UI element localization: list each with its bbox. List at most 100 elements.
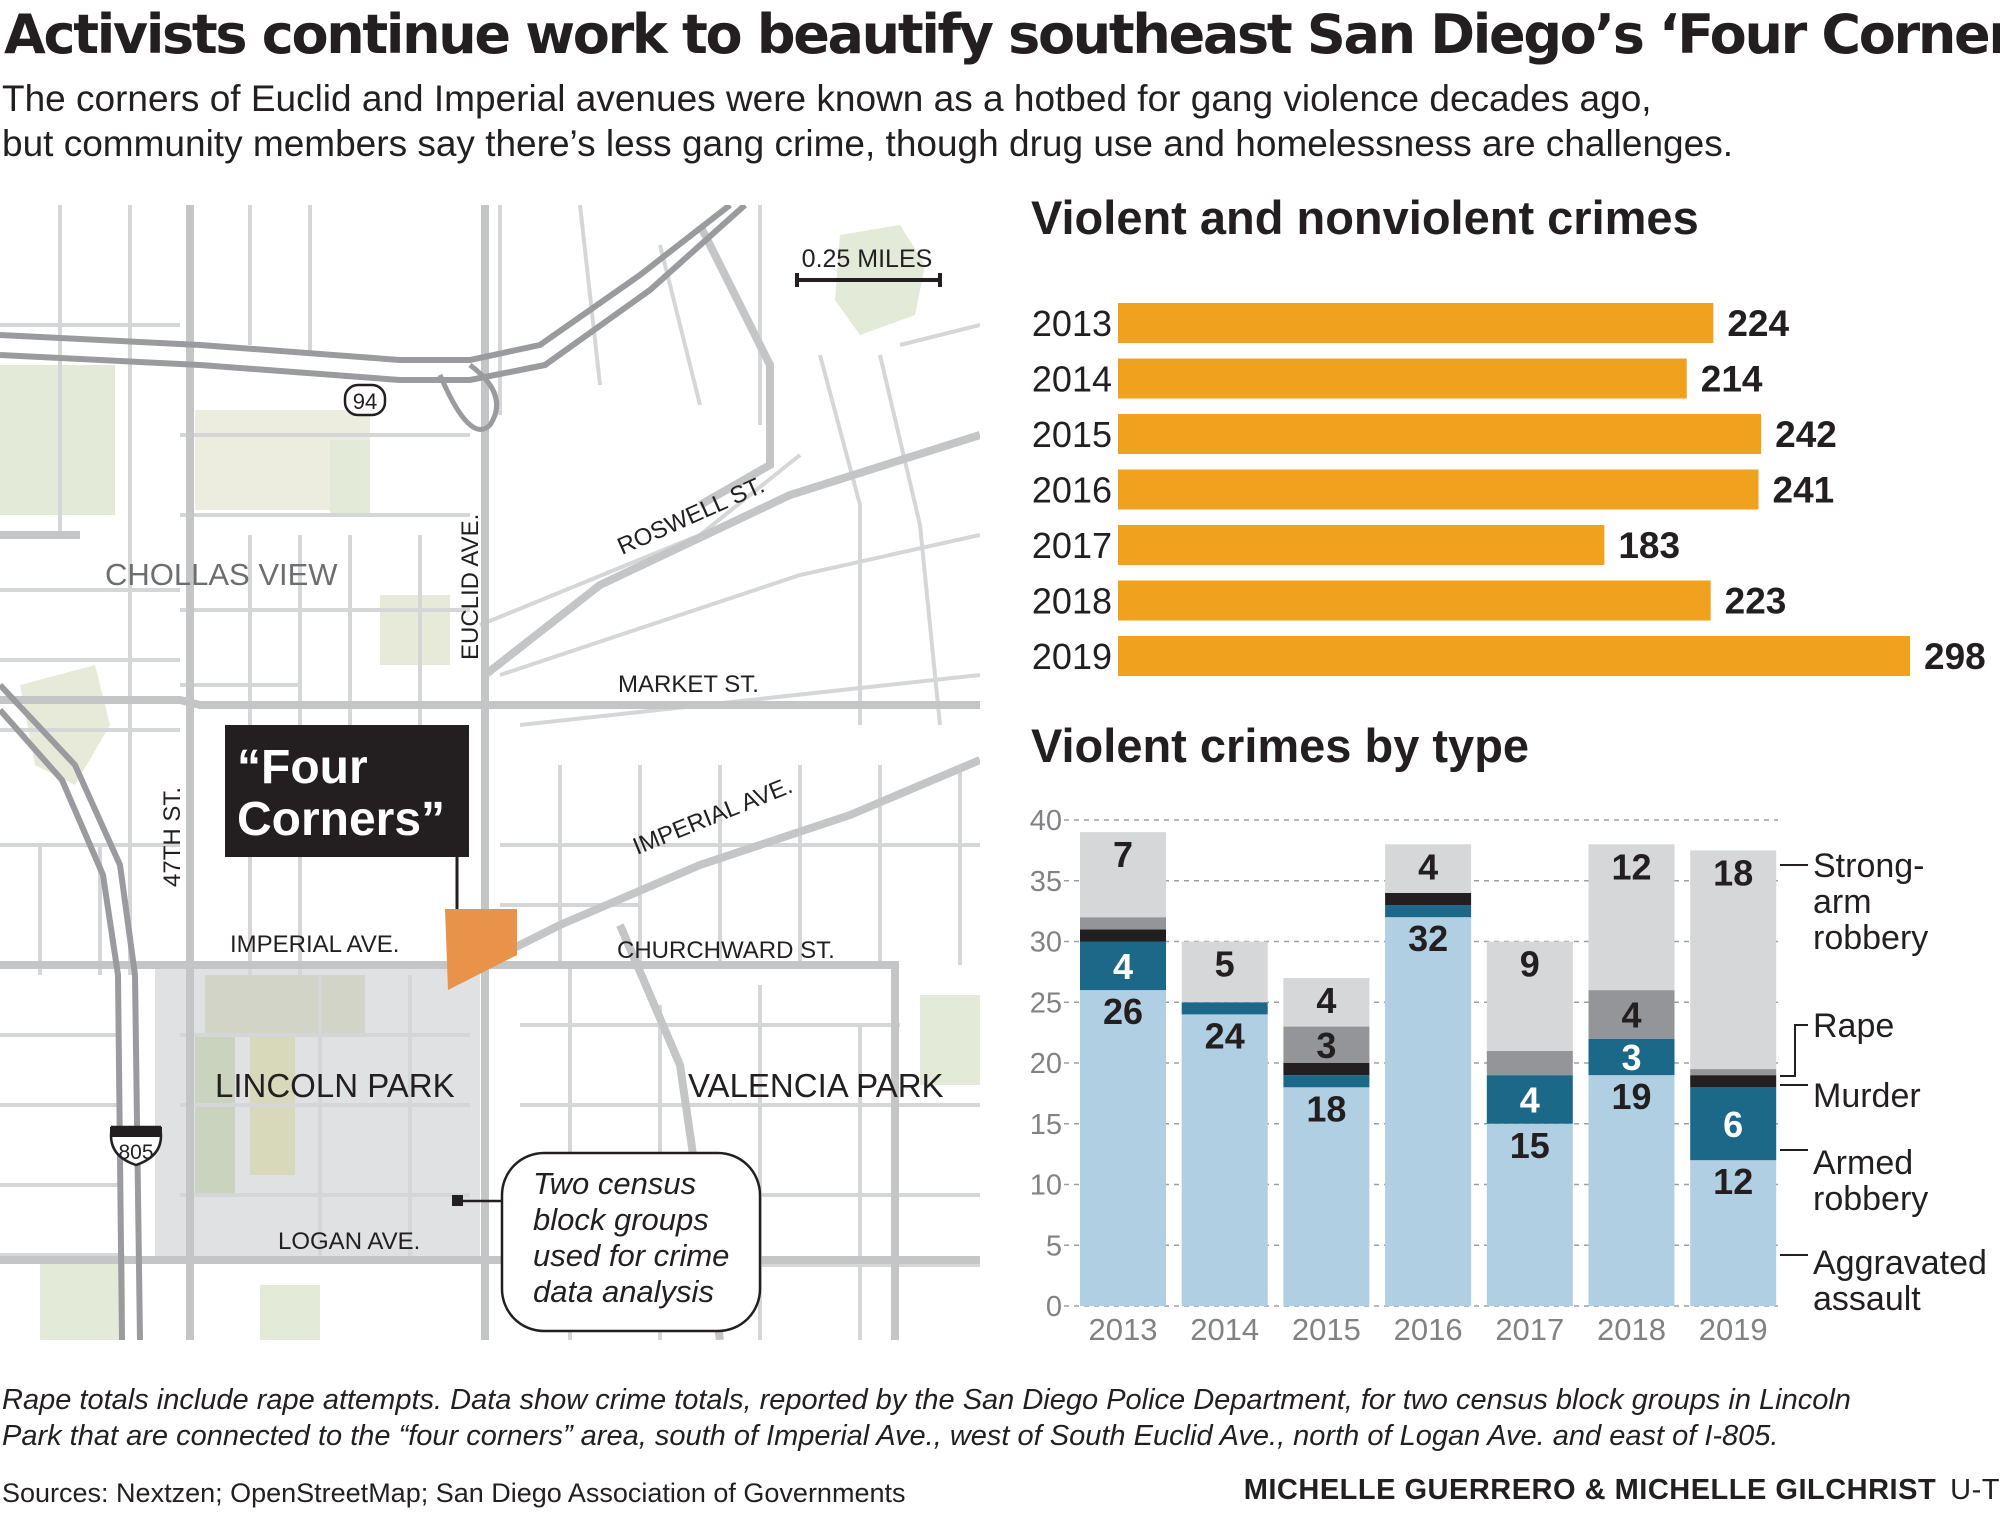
x-tick-label: 2019 xyxy=(1699,1312,1768,1347)
stack-segment xyxy=(1690,1087,1777,1161)
segment-value-label: 4 xyxy=(1621,994,1641,1035)
credit-names: MICHELLE GUERRERO & MICHELLE GILCHRIST xyxy=(1243,1474,1937,1506)
crime-bar xyxy=(1118,414,1762,454)
shield-94: 94 xyxy=(343,383,387,417)
stack-segment xyxy=(1690,1075,1777,1088)
legend-label: Aggravated xyxy=(1813,1244,1987,1282)
callout-line-2: block groups xyxy=(533,1202,709,1237)
minor-roads xyxy=(0,205,980,1340)
four-corners-box xyxy=(225,725,469,857)
y-tick-label: 35 xyxy=(1030,866,1062,898)
bar-year-label: 2013 xyxy=(1032,303,1112,344)
legend-label: Strong- xyxy=(1813,847,1925,885)
legend-label: robbery xyxy=(1813,919,1928,957)
neighborhood-chollas-view: CHOLLAS VIEW xyxy=(105,557,338,592)
stack-segment xyxy=(1385,844,1472,893)
credit-org: U-T xyxy=(1950,1474,2000,1506)
stack-segment xyxy=(1283,1063,1370,1076)
crime-bar xyxy=(1118,525,1605,565)
segment-value-label: 7 xyxy=(1113,834,1133,875)
segment-value-label: 26 xyxy=(1103,991,1143,1032)
credit: MICHELLE GUERRERO & MICHELLE GILCHRIST U-… xyxy=(1244,1474,2000,1507)
crime-bar xyxy=(1118,358,1687,399)
crime-bar xyxy=(1118,580,1711,621)
crime-bar xyxy=(1118,469,1759,510)
sources: Sources: Nextzen; OpenStreetMap; San Die… xyxy=(2,1478,906,1508)
street-47th: 47TH ST. xyxy=(159,787,186,887)
locator-map: “Four Corners” 94 805 0.25 MILES CHOLLAS… xyxy=(0,205,980,1340)
stack-segment xyxy=(1181,941,1268,1003)
stack-chart-title: Violent crimes by type xyxy=(1031,719,1529,772)
callout-box xyxy=(500,1151,762,1333)
study-area xyxy=(155,965,480,1260)
deck-line-2: but community members say there’s less g… xyxy=(2,123,1733,164)
x-tick-label: 2018 xyxy=(1597,1312,1666,1347)
callout-line-3: used for crime xyxy=(533,1238,729,1273)
legend-label: arm xyxy=(1813,883,1872,921)
bar-chart-title: Violent and nonviolent crimes xyxy=(1031,191,1699,244)
x-tick-label: 2016 xyxy=(1394,1312,1463,1347)
bar-year-label: 2017 xyxy=(1032,525,1112,566)
y-tick-label: 10 xyxy=(1030,1170,1062,1202)
road-roswell xyxy=(482,431,980,679)
footnote: Rape totals include rape attempts. Data … xyxy=(2,1382,1996,1454)
stack-segment xyxy=(1181,1014,1268,1306)
x-tick-label: 2017 xyxy=(1495,1312,1564,1347)
street-imperial-west: IMPERIAL AVE. xyxy=(230,931,399,958)
four-corners-label-line-2: Corners” xyxy=(237,793,445,846)
highway-805 xyxy=(0,682,143,1340)
stack-segment xyxy=(1283,1087,1370,1306)
scale-label: 0.25 MILES xyxy=(802,245,933,273)
callout-marker xyxy=(452,1195,463,1206)
crime-bar xyxy=(1118,636,1910,676)
stack-segment xyxy=(1080,832,1166,918)
stack-segment xyxy=(1385,917,1472,1306)
segment-value-label: 12 xyxy=(1713,1161,1753,1202)
crime-bar xyxy=(1118,303,1714,343)
stack-segment xyxy=(1181,1002,1268,1015)
stack-segment xyxy=(1283,1075,1370,1088)
legend-label: assault xyxy=(1813,1280,1921,1318)
bar-year-label: 2016 xyxy=(1032,470,1112,511)
segment-value-label: 18 xyxy=(1306,1088,1346,1129)
segment-value-label: 6 xyxy=(1723,1104,1743,1145)
stack-segment xyxy=(1588,1038,1675,1076)
footnote-line-2: Park that are connected to the “four cor… xyxy=(2,1420,1779,1452)
segment-value-label: 4 xyxy=(1418,846,1438,887)
stack-segment xyxy=(1283,977,1370,1027)
stack-segment xyxy=(1283,1026,1370,1063)
bar-year-label: 2014 xyxy=(1032,359,1112,400)
parks xyxy=(0,225,980,1340)
bar-value-label: 224 xyxy=(1727,303,1789,344)
bar-value-label: 223 xyxy=(1725,581,1787,622)
street-logan: LOGAN AVE. xyxy=(278,1228,420,1255)
segment-value-label: 24 xyxy=(1205,1015,1245,1056)
highway-94 xyxy=(0,205,748,432)
x-tick-label: 2013 xyxy=(1089,1312,1158,1347)
stack-segment xyxy=(1690,1160,1777,1306)
street-euclid: EUCLID AVE. xyxy=(457,514,484,660)
y-tick-label: 20 xyxy=(1030,1048,1062,1080)
callout-line-4: data analysis xyxy=(533,1274,714,1309)
y-tick-label: 30 xyxy=(1030,927,1062,959)
legend-leader xyxy=(1780,1024,1808,1077)
segment-value-label: 3 xyxy=(1316,1025,1336,1066)
stack-segment xyxy=(1080,941,1166,991)
y-tick-label: 40 xyxy=(1030,805,1062,837)
violent-by-type-chart: Violent crimes by type 0510152025303540 … xyxy=(1030,719,1987,1347)
svg-text:805: 805 xyxy=(118,1141,153,1164)
stack-segment xyxy=(1486,941,1573,1051)
x-tick-label: 2015 xyxy=(1292,1312,1361,1347)
four-corners-label-line-1: “Four xyxy=(237,741,368,794)
svg-text:94: 94 xyxy=(353,389,377,414)
road-churchward xyxy=(480,961,899,1340)
segment-value-label: 15 xyxy=(1510,1125,1550,1166)
segment-value-label: 12 xyxy=(1611,846,1651,887)
legend-label: Rape xyxy=(1813,1007,1894,1045)
violent-nonviolent-chart: Violent and nonviolent crimes 2013 224 201… xyxy=(1031,191,1986,677)
deck: The corners of Euclid and Imperial avenu… xyxy=(2,76,1992,166)
stack-segment xyxy=(1588,844,1675,991)
stack-segment xyxy=(1080,929,1166,942)
segment-value-label: 4 xyxy=(1316,980,1336,1021)
bar-value-label: 183 xyxy=(1618,525,1680,566)
